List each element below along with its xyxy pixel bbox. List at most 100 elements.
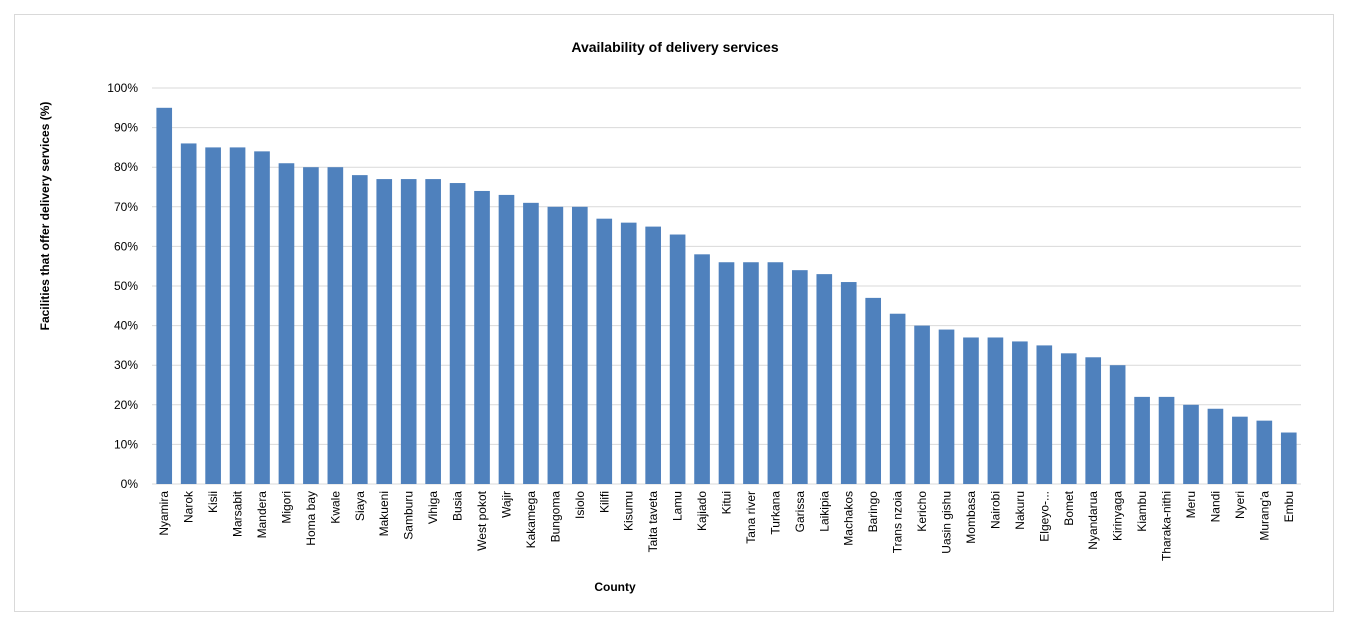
y-tick-label: 10% — [114, 437, 138, 451]
y-tick-label: 20% — [114, 398, 138, 412]
bar — [474, 190, 490, 484]
bar — [645, 226, 661, 484]
x-tick-label: Samburu — [402, 491, 416, 540]
bar — [889, 313, 906, 484]
x-tick-label: Kisumu — [622, 491, 636, 531]
bar — [327, 167, 344, 484]
bar — [1207, 408, 1224, 484]
bar — [718, 262, 735, 484]
bar — [1134, 396, 1150, 484]
bars — [156, 107, 1297, 485]
bar — [620, 222, 637, 484]
y-tick-label: 80% — [114, 160, 138, 174]
x-tick-label: Bungoma — [548, 491, 562, 543]
y-tick-labels: 0% 10% 20% 30% 40% 50% 60% 70% 80% 90% 100% — [107, 81, 138, 491]
bar — [523, 202, 539, 484]
x-tick-label: Kajiado — [695, 491, 709, 531]
bar — [1036, 345, 1053, 484]
x-tick-label: Baringo — [866, 491, 880, 533]
bar — [596, 218, 613, 484]
x-tick-label: Narok — [182, 490, 196, 523]
bar — [1012, 341, 1028, 484]
x-tick-label: Elgeyo-... — [1037, 491, 1051, 542]
x-tick-label: Uasin gishu — [940, 491, 954, 554]
bar — [914, 325, 930, 484]
y-tick-label: 60% — [114, 239, 138, 253]
x-tick-label: Kitui — [720, 491, 734, 514]
bar — [669, 234, 686, 484]
bar — [1060, 353, 1077, 484]
x-tick-label: Vihiga — [426, 491, 440, 524]
x-tick-label: Machakos — [842, 491, 856, 546]
x-tick-label: Kericho — [915, 491, 929, 532]
x-tick-label: Tana river — [744, 491, 758, 544]
bar — [498, 194, 515, 485]
bar — [229, 147, 246, 484]
bar — [254, 151, 270, 485]
x-axis-title: County — [594, 580, 636, 594]
x-tick-label: Trans nzoia — [891, 491, 905, 554]
y-tick-label: 30% — [114, 358, 138, 372]
y-tick-label: 50% — [114, 279, 138, 293]
x-tick-label: Marsabit — [231, 490, 245, 537]
x-tick-label: Garissa — [793, 491, 807, 533]
bar — [1256, 420, 1273, 484]
bar — [694, 254, 710, 484]
bar — [180, 143, 197, 484]
x-tick-label: Nyeri — [1233, 491, 1247, 519]
x-tick-label: Laikipia — [817, 491, 831, 532]
x-tick-label: West pokot — [475, 490, 489, 550]
x-tick-label: Nandi — [1208, 491, 1222, 522]
x-tick-label: Kirinyaga — [1111, 491, 1125, 541]
bar — [1280, 432, 1297, 484]
x-tick-label: Kiambu — [1135, 491, 1149, 532]
bar — [571, 206, 588, 485]
x-tick-label: Busia — [451, 491, 465, 521]
y-tick-label: 100% — [107, 81, 138, 95]
bar — [816, 274, 833, 484]
bar — [1183, 404, 1199, 484]
x-tick-label: Mombasa — [964, 491, 978, 544]
x-tick-label: Isiolo — [573, 491, 587, 519]
x-tick-label: Kakamega — [524, 491, 538, 549]
bar — [865, 297, 882, 484]
chart-title: Availability of delivery services — [571, 39, 778, 55]
bar — [425, 179, 441, 484]
bar — [1085, 357, 1102, 484]
bar — [303, 167, 319, 484]
y-tick-label: 40% — [114, 319, 138, 333]
bar — [963, 337, 979, 484]
x-tick-label: Kisii — [206, 491, 220, 513]
x-tick-label: Homa bay — [304, 491, 318, 546]
x-tick-label: Nyamira — [157, 491, 171, 536]
bar — [767, 262, 784, 484]
x-tick-label: Bomet — [1062, 490, 1076, 525]
x-tick-label: Makueni — [377, 491, 391, 536]
x-tick-label: Nyandarua — [1086, 491, 1100, 550]
y-axis-title: Facilities that offer delivery services … — [38, 102, 52, 331]
x-tick-label: Murang'a — [1257, 491, 1271, 541]
bar-chart: 0% 10% 20% 30% 40% 50% 60% 70% 80% 90% 100% Nyamir… — [38, 39, 1301, 594]
bar — [278, 163, 295, 485]
x-tick-label: Mandera — [255, 491, 269, 539]
bar — [1158, 396, 1175, 484]
y-tick-label: 0% — [121, 477, 139, 491]
bar — [840, 282, 857, 484]
bar — [449, 183, 466, 485]
x-tick-label: Kwale — [328, 491, 342, 524]
x-tick-label: Kilifi — [597, 491, 611, 513]
x-tick-label: Migori — [279, 491, 293, 524]
bar — [376, 179, 393, 484]
x-tick-label: Lamu — [671, 491, 685, 521]
bar — [156, 107, 173, 485]
x-tick-label: Nakuru — [1013, 491, 1027, 530]
x-tick-label: Taita taveta — [646, 491, 660, 553]
bar — [547, 206, 564, 485]
x-tick-label: Nairobi — [988, 491, 1002, 529]
bar — [1232, 416, 1248, 484]
bar — [743, 262, 759, 484]
x-tick-labels: Nyamira Narok Kisii Marsabit Mandera Migori Ho… — [157, 490, 1296, 561]
x-tick-label: Wajir — [499, 491, 513, 518]
x-tick-label: Meru — [1184, 491, 1198, 518]
y-tick-label: 90% — [114, 121, 138, 135]
